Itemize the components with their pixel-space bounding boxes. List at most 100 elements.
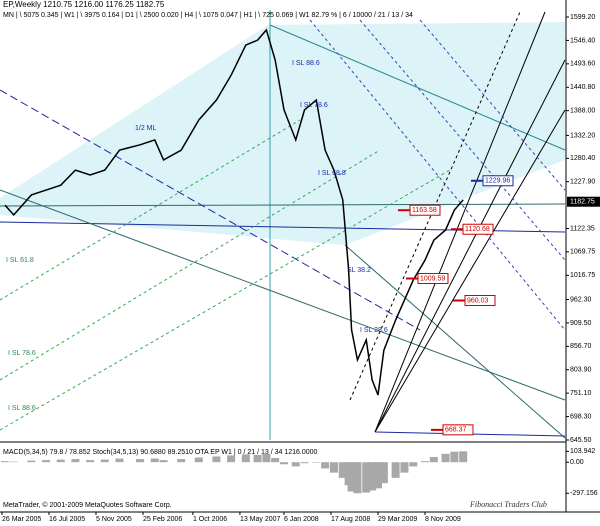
macd-bar <box>374 462 382 489</box>
macd-bar <box>400 462 409 473</box>
pitchfork-line <box>374 11 546 433</box>
price-label-box <box>464 294 496 306</box>
fib-line <box>359 19 566 261</box>
fib-line <box>419 19 566 191</box>
annotation: I SL 88.6 <box>292 60 320 67</box>
macd-bar <box>27 460 36 463</box>
macd-bar <box>450 451 459 463</box>
price-label-box <box>417 273 449 285</box>
x-tick-label: 25 Feb 2006 <box>143 516 182 523</box>
macd-bar <box>42 460 51 463</box>
indicator-title: MACD(5,34,5) 79.8 / 78.852 Stoch(34,5,13… <box>3 449 318 456</box>
macd-bar <box>100 459 109 463</box>
macd-bar <box>362 462 371 493</box>
price-label: 1009.59 <box>420 275 445 282</box>
macd-bar <box>441 453 450 463</box>
price-label-box <box>409 204 441 216</box>
x-tick-label: 13 May 2007 <box>240 516 281 523</box>
price-label-box <box>482 175 514 187</box>
price-label: 668.37 <box>445 427 467 434</box>
fib-line <box>0 169 451 431</box>
indicator-tick-label: 103.942 <box>570 448 595 455</box>
fib-line <box>0 119 301 301</box>
y-tick-label: 909.50 <box>570 320 592 327</box>
indicator-tick-label: -297.156 <box>570 490 598 497</box>
macd-bar <box>312 462 321 463</box>
macd-bar <box>9 461 18 463</box>
pitchfork-line <box>374 59 566 433</box>
fibonacci-drawings <box>0 10 566 440</box>
y-tick-label: 751.10 <box>570 390 592 397</box>
macd-bar <box>300 462 309 464</box>
macd-bar <box>421 461 429 463</box>
macd-bar <box>409 462 418 467</box>
pitchfork-line <box>374 109 566 433</box>
macd-bar <box>459 451 468 463</box>
annotation: I SL 28.6 <box>360 327 388 334</box>
price-label: 1229.96 <box>485 178 510 185</box>
y-tick-label: 1122.35 <box>570 225 595 232</box>
x-tick-label: 17 Aug 2008 <box>331 516 370 523</box>
price-label: 960.03 <box>467 297 489 304</box>
macd-bar <box>329 462 338 473</box>
macd-bar <box>347 462 356 492</box>
macd-bar <box>321 462 330 469</box>
price-line <box>4 28 464 396</box>
y-tick-label: 856.70 <box>570 343 592 350</box>
macd-bar <box>253 454 262 463</box>
fib-line <box>0 149 381 381</box>
chart-subtitle: MN | \ 5075 0.345 | W1 | \ 3975 0.164 | … <box>3 12 413 19</box>
indicator-tick-label: 0.00 <box>570 459 584 466</box>
y-tick-label: 645.50 <box>570 437 592 444</box>
x-tick-label: 29 Mar 2009 <box>378 516 417 523</box>
macd-bar <box>71 459 80 463</box>
annotation: I SL 88.6 <box>8 405 36 412</box>
horizontal-line <box>0 203 566 207</box>
last-price-box <box>567 196 600 207</box>
price-label-box <box>462 223 494 235</box>
macd-bar <box>280 462 288 465</box>
footer: MetaTrader, © 2001-2009 MetaQuotes Softw… <box>3 501 172 509</box>
x-tick-label: 6 Jan 2008 <box>284 516 319 523</box>
channel-line <box>0 189 566 401</box>
annotation: I SL 68.8 <box>318 170 346 177</box>
macd-bar <box>0 461 9 463</box>
price-label: 1120.68 <box>465 226 490 233</box>
x-tick-label: 1 Oct 2006 <box>193 516 227 523</box>
y-tick-label: 1069.75 <box>570 249 595 256</box>
macd-bar <box>159 460 168 463</box>
macd-bar <box>212 456 221 463</box>
price-label-box <box>442 424 474 436</box>
macd-bar <box>391 462 400 478</box>
macd-bar <box>177 459 186 463</box>
macd-bar <box>338 462 347 478</box>
fib-line <box>309 19 566 331</box>
credit: Fibonacci Traders Club <box>469 500 547 509</box>
macd-bar <box>227 455 236 463</box>
annotation: I SL 78.6 <box>300 102 328 109</box>
macd-bar <box>136 459 145 463</box>
y-tick-label: 962.30 <box>570 296 592 303</box>
macd-bar <box>291 462 300 467</box>
x-tick-label: 5 Nov 2005 <box>96 516 132 523</box>
y-tick-label: 1599.20 <box>570 14 595 21</box>
x-tick-label: 16 Jul 2005 <box>49 516 85 523</box>
y-tick-label: 1227.90 <box>570 179 595 186</box>
annotation: I SL 61.8 <box>6 257 34 264</box>
macd-bar <box>150 458 159 463</box>
macd-bar <box>86 460 95 463</box>
macd-bar <box>115 458 124 463</box>
macd-bar <box>56 459 65 463</box>
annotation: SL 38.2 <box>347 267 371 274</box>
macd-bar <box>368 462 377 491</box>
x-tick-label: 26 Mar 2005 <box>2 516 41 523</box>
y-tick-label: 1493.60 <box>570 61 595 68</box>
y-tick-label: 803.90 <box>570 367 592 374</box>
macd-bar <box>194 457 203 463</box>
y-tick-label: 698.30 <box>570 413 592 420</box>
x-tick-label: 8 Nov 2009 <box>425 516 461 523</box>
y-tick-label: 1546.40 <box>570 37 595 44</box>
channel-line <box>269 24 566 151</box>
macd-bar <box>429 456 438 463</box>
